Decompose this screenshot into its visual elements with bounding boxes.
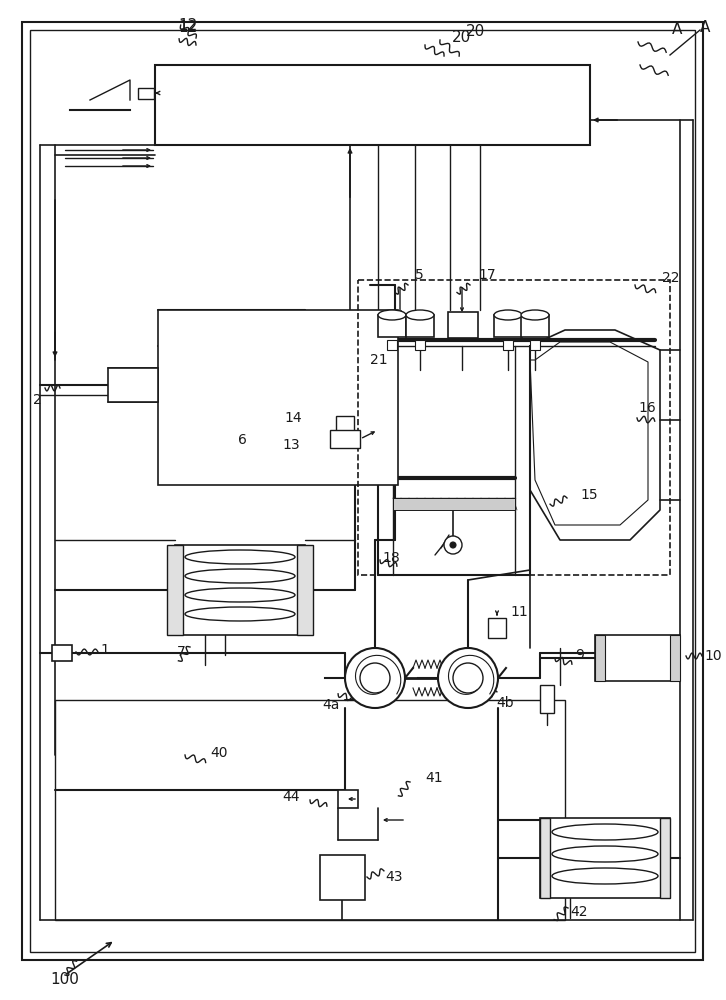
Text: 2: 2 — [33, 393, 42, 407]
Text: 7: 7 — [177, 645, 186, 659]
Text: 4b: 4b — [496, 696, 513, 710]
Ellipse shape — [378, 310, 406, 320]
Text: 22: 22 — [662, 271, 680, 285]
Bar — [595, 635, 605, 681]
Ellipse shape — [494, 310, 522, 320]
Bar — [488, 618, 506, 638]
Bar — [393, 498, 515, 510]
Ellipse shape — [185, 550, 295, 564]
Bar — [387, 340, 397, 350]
Text: 12: 12 — [178, 18, 197, 33]
Bar — [338, 790, 358, 808]
Bar — [138, 88, 154, 99]
Ellipse shape — [552, 846, 658, 862]
Text: 44: 44 — [282, 790, 300, 804]
Text: 17: 17 — [478, 268, 496, 282]
Bar — [521, 315, 549, 337]
Bar — [540, 818, 550, 898]
Ellipse shape — [185, 607, 295, 621]
Bar — [358, 280, 670, 575]
Text: 11: 11 — [510, 605, 528, 619]
Bar — [595, 635, 680, 681]
Bar — [660, 818, 670, 898]
Circle shape — [444, 536, 462, 554]
Text: 43: 43 — [385, 870, 402, 884]
Ellipse shape — [406, 310, 434, 320]
Text: 14: 14 — [285, 411, 302, 425]
Text: 12: 12 — [178, 20, 197, 35]
Bar — [165, 318, 391, 438]
Text: 100: 100 — [50, 972, 79, 988]
Text: 6: 6 — [238, 433, 247, 447]
Bar — [494, 315, 522, 337]
Bar — [406, 315, 434, 337]
Bar — [330, 430, 360, 448]
Text: 13: 13 — [282, 438, 300, 452]
Text: 10: 10 — [704, 649, 722, 663]
Text: 16: 16 — [638, 401, 656, 415]
Circle shape — [345, 648, 405, 708]
Bar — [52, 645, 72, 661]
Text: 5: 5 — [415, 268, 424, 282]
Bar — [540, 818, 670, 898]
Ellipse shape — [552, 868, 658, 884]
Bar — [670, 635, 680, 681]
Bar — [378, 315, 406, 337]
Text: 20: 20 — [466, 24, 485, 39]
Ellipse shape — [552, 824, 658, 840]
Text: 1: 1 — [100, 643, 109, 657]
Bar — [297, 545, 313, 635]
Bar — [155, 65, 590, 145]
Bar — [158, 310, 398, 485]
Text: 42: 42 — [570, 905, 587, 919]
Text: 41: 41 — [425, 771, 443, 785]
Text: 9: 9 — [575, 648, 584, 662]
Bar — [530, 340, 540, 350]
Text: ECU: ECU — [346, 94, 398, 118]
Circle shape — [360, 663, 390, 693]
Circle shape — [450, 542, 456, 548]
Bar — [108, 368, 158, 402]
Bar — [175, 545, 305, 635]
Text: A: A — [700, 20, 710, 35]
Bar — [55, 700, 565, 920]
Text: ECU: ECU — [346, 94, 398, 118]
Text: 40: 40 — [210, 746, 227, 760]
Ellipse shape — [185, 569, 295, 583]
Bar — [167, 545, 183, 635]
Text: 18: 18 — [382, 551, 400, 565]
Ellipse shape — [521, 310, 549, 320]
Bar — [503, 340, 513, 350]
Circle shape — [453, 663, 483, 693]
Bar — [336, 416, 354, 436]
Circle shape — [438, 648, 498, 708]
Text: A: A — [672, 22, 682, 37]
Bar — [415, 340, 425, 350]
Text: 20: 20 — [452, 30, 471, 45]
Text: 4a: 4a — [322, 698, 340, 712]
Bar — [540, 685, 554, 713]
Text: 21: 21 — [370, 353, 388, 367]
Bar — [448, 312, 478, 338]
Bar — [320, 855, 365, 900]
Text: 15: 15 — [580, 488, 597, 502]
Ellipse shape — [185, 588, 295, 602]
